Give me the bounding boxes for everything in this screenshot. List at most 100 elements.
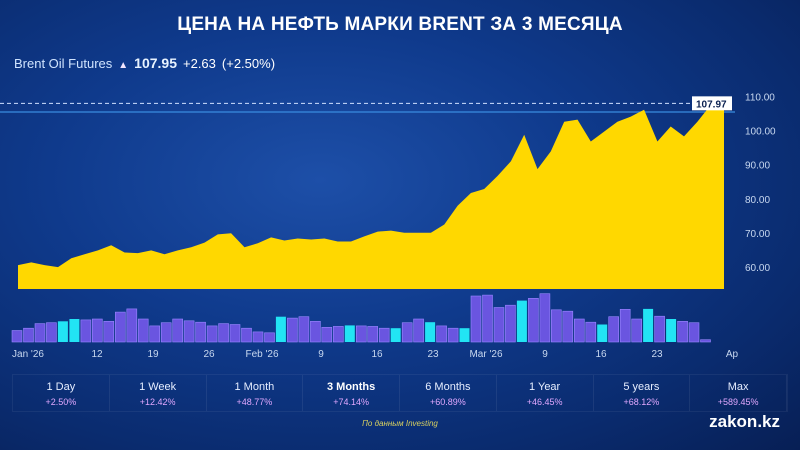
volume-bar	[378, 327, 390, 343]
volume-bar	[459, 328, 470, 342]
timeframe-3-months[interactable]: 3 Months +74.14%	[303, 375, 400, 411]
y-tick-label: 110.00	[745, 92, 775, 103]
volume-bar	[264, 332, 275, 343]
volume-bar	[562, 310, 574, 343]
volume-bar	[355, 325, 367, 343]
timeframe-change: +68.12%	[623, 397, 660, 407]
y-tick-label: 60.00	[745, 263, 770, 274]
timeframe-1-year[interactable]: 1 Year +46.45%	[497, 375, 594, 411]
volume-bar	[573, 318, 585, 343]
price-change-pct: (+2.50%)	[221, 56, 276, 71]
volume-bar	[275, 316, 286, 342]
x-tick-label: 26	[203, 349, 215, 360]
timeframe-1-day[interactable]: 1 Day +2.50%	[13, 375, 110, 411]
volume-bar	[425, 322, 436, 342]
timeframe-change: +60.89%	[429, 397, 466, 407]
volume-bar	[608, 316, 620, 343]
x-tick-label: 19	[147, 349, 159, 360]
volume-bar	[470, 295, 482, 343]
timeframe-label: 1 Year	[529, 381, 561, 393]
last-price-label: 107.97	[696, 99, 727, 110]
timeframe-1-week[interactable]: 1 Week +12.42%	[110, 375, 207, 411]
volume-bar	[206, 325, 218, 343]
volume-bar	[321, 326, 333, 343]
x-tick-label: 12	[91, 349, 103, 360]
last-price-badge	[692, 96, 732, 111]
volume-bar	[493, 307, 505, 343]
volume-bar	[436, 325, 447, 343]
volume-bar	[34, 323, 46, 343]
timeframe-6-months[interactable]: 6 Months +60.89%	[400, 375, 497, 411]
timeframe-label: 1 Day	[46, 381, 76, 393]
current-price: 107.95	[134, 55, 177, 71]
volume-bar	[241, 327, 252, 343]
chart-title: ЦЕНА НА НЕФТЬ МАРКИ BRENT ЗА 3 МЕСЯЦА	[177, 14, 623, 35]
volume-bar	[700, 339, 711, 343]
volume-bar	[367, 326, 379, 343]
logo: zakon.kz	[709, 412, 780, 431]
volume-bar	[160, 322, 172, 343]
volume-bar	[298, 316, 310, 343]
timeframe-max[interactable]: Max +589.45%	[690, 375, 787, 411]
volume-bar	[172, 318, 183, 343]
volume-bar	[126, 308, 138, 343]
volume-bar	[539, 293, 551, 343]
x-tick-label: 23	[651, 349, 663, 360]
timeframe-change: +48.77%	[236, 397, 273, 407]
volume-bar	[597, 324, 608, 342]
volume-bar	[390, 328, 401, 342]
price-area	[18, 105, 724, 289]
volume-bar	[183, 320, 195, 343]
x-tick-label: 23	[427, 349, 439, 360]
x-tick-label: Mar '26	[469, 349, 502, 360]
volume-bar	[80, 319, 92, 343]
volume-bar	[447, 327, 459, 343]
volume-bar	[550, 309, 562, 343]
volume-bar	[23, 327, 34, 343]
y-tick-label: 100.00	[745, 127, 776, 138]
volume-bar	[115, 311, 126, 343]
volume-bar	[505, 304, 516, 343]
timeframe-change: +2.50%	[45, 397, 77, 407]
volume-bar	[332, 326, 344, 343]
y-tick-label: 90.00	[745, 161, 770, 172]
timeframe-change: +589.45%	[717, 397, 759, 407]
volume-bar	[413, 318, 424, 343]
volume-bar	[677, 320, 688, 343]
instrument-name: Brent Oil Futures	[14, 56, 113, 71]
volume-bar	[137, 318, 149, 343]
x-tick-label: Ap	[726, 349, 739, 360]
up-arrow-icon: ▲	[118, 60, 129, 71]
volume-bar	[229, 324, 241, 343]
source-note: По данным Investing	[362, 419, 438, 428]
timeframe-bar: 1 Day +2.50% 1 Week +12.42% 1 Month +48.77% 3 …	[12, 374, 788, 412]
price-change: +2.63	[183, 56, 216, 71]
timeframe-label: 1 Month	[234, 381, 275, 393]
volume-bar	[688, 322, 700, 343]
timeframe-5-years[interactable]: 5 years +68.12%	[594, 375, 691, 411]
y-tick-label: 70.00	[745, 229, 770, 240]
price-chart: 60.00 70.00 80.00 90.00 100.00 110.00 107.97 Ja…	[0, 92, 776, 360]
volume-bar	[252, 331, 264, 343]
timeframe-change: +46.45%	[526, 397, 563, 407]
timeframe-label: 1 Week	[139, 381, 177, 393]
volume-bar	[287, 317, 298, 343]
timeframe-1-month[interactable]: 1 Month +48.77%	[207, 375, 304, 411]
timeframe-label: Max	[727, 381, 749, 393]
x-tick-label: Jan '26	[12, 349, 44, 360]
volume-bar	[631, 318, 643, 343]
volume-bar	[103, 320, 115, 343]
timeframe-label: 3 Months	[326, 381, 376, 393]
volume-bar	[344, 325, 355, 342]
x-tick-label: 16	[371, 349, 383, 360]
volume-bar	[149, 325, 160, 343]
volume-bar	[482, 294, 493, 343]
volume-bar	[46, 322, 57, 343]
volume-bar	[92, 318, 103, 343]
x-tick-label: 9	[318, 349, 324, 360]
timeframe-change: +12.42%	[139, 397, 176, 407]
volume-bar	[585, 321, 597, 343]
x-tick-label: 9	[542, 349, 548, 360]
volume-bar	[310, 320, 321, 343]
timeframe-label: 6 Months	[425, 381, 471, 393]
